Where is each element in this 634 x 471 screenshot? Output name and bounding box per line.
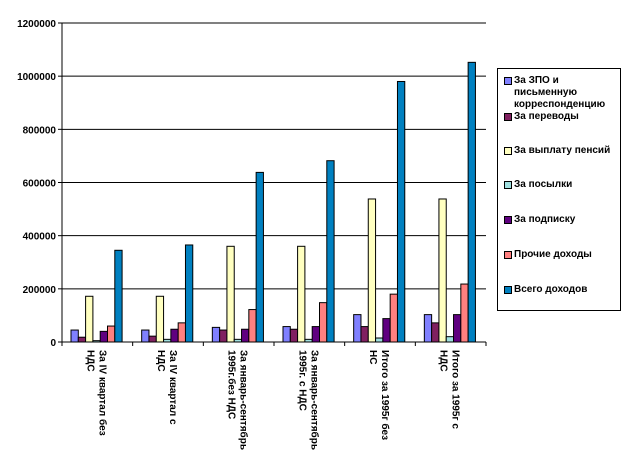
bar: [453, 314, 462, 343]
x-tick-label: За январь-сентябрь: [238, 350, 250, 450]
bar: [382, 318, 391, 343]
bar: [367, 198, 377, 343]
legend-swatch: [504, 77, 512, 85]
bar: [114, 249, 123, 343]
x-tick-label: НДС: [438, 350, 449, 372]
x-tick-label: За январь-сентябрь: [308, 350, 320, 450]
bar: [163, 338, 172, 343]
bar: [241, 328, 250, 343]
legend-item: Прочие доходы: [504, 249, 614, 261]
bar: [423, 314, 433, 343]
bar: [85, 295, 94, 343]
bar: [297, 245, 306, 343]
bar: [141, 329, 150, 343]
bar: [445, 336, 455, 343]
y-tick-label: 600000: [23, 179, 57, 190]
x-tick-label: 1995г. с НДС: [296, 350, 307, 411]
bar: [92, 340, 101, 343]
x-tick-label: За IV квартал без: [96, 350, 108, 436]
legend-item: За выплату пенсий: [504, 145, 614, 157]
bar: [326, 160, 335, 343]
bar: [70, 329, 79, 343]
bar: [304, 338, 313, 343]
bar: [155, 295, 165, 343]
legend-label: За ЗПО и письменную корреспонденцию: [514, 75, 606, 110]
legend-item: За переводы: [504, 111, 614, 123]
x-tick-label: За IV квартал с: [167, 350, 178, 425]
legend: За ЗПО и письменную корреспонденцию За пе…: [497, 68, 621, 311]
bar: [219, 329, 228, 343]
bar: [375, 337, 384, 343]
legend-label: За выплату пенсий: [514, 145, 611, 156]
bar: [460, 283, 469, 343]
legend-swatch: [504, 147, 512, 155]
legend-swatch: [504, 286, 512, 294]
y-tick-label: 400000: [23, 232, 57, 243]
bar: [255, 171, 264, 343]
legend-label: Прочие доходы: [514, 249, 592, 260]
bar: [289, 328, 299, 343]
bar: [226, 245, 235, 343]
bar: [431, 322, 440, 343]
x-tick-label: НДС: [84, 350, 95, 372]
x-tick-label: НДС: [155, 350, 166, 372]
x-tick-label: НС: [367, 350, 378, 364]
bar: [353, 314, 362, 343]
legend-item: За посылки: [504, 179, 614, 191]
y-tick-label: 0: [50, 338, 56, 349]
bar: [177, 322, 186, 343]
y-tick-label: 800000: [23, 125, 57, 136]
legend-label: Всего доходов: [514, 284, 588, 295]
y-tick-label: 1200000: [17, 19, 56, 30]
bar: [467, 61, 476, 343]
bar: [184, 244, 194, 343]
legend-label: За посылки: [514, 179, 573, 190]
bar: [360, 326, 369, 343]
x-tick-label: 1995г.без НДС: [226, 350, 238, 419]
y-tick-label: 200000: [23, 285, 57, 296]
bar: [170, 328, 179, 343]
legend-item: За подписку: [504, 214, 614, 226]
bar: [248, 309, 257, 343]
bar: [389, 293, 398, 343]
bar: [282, 326, 291, 343]
legend-label: За подписку: [514, 214, 576, 225]
legend-swatch: [504, 251, 512, 259]
bar: [311, 326, 321, 343]
legend-swatch: [504, 181, 512, 189]
legend-swatch: [504, 113, 512, 121]
bar: [99, 330, 108, 343]
bar: [233, 338, 243, 343]
x-tick-label: Итого за 1995г с: [450, 350, 461, 429]
bar: [438, 198, 447, 343]
bar: [211, 326, 221, 343]
legend-item: За ЗПО и письменную корреспонденцию: [504, 75, 614, 111]
x-tick-label: Итого за 1995г без: [379, 350, 391, 440]
bar: [77, 336, 87, 343]
bar: [148, 335, 157, 343]
legend-item: Всего доходов: [504, 284, 614, 296]
legend-swatch: [504, 216, 512, 224]
bar: [319, 302, 328, 343]
legend-label: За переводы: [514, 111, 579, 122]
bar: [396, 80, 406, 343]
bar: [107, 325, 116, 343]
y-tick-label: 1000000: [17, 72, 56, 83]
